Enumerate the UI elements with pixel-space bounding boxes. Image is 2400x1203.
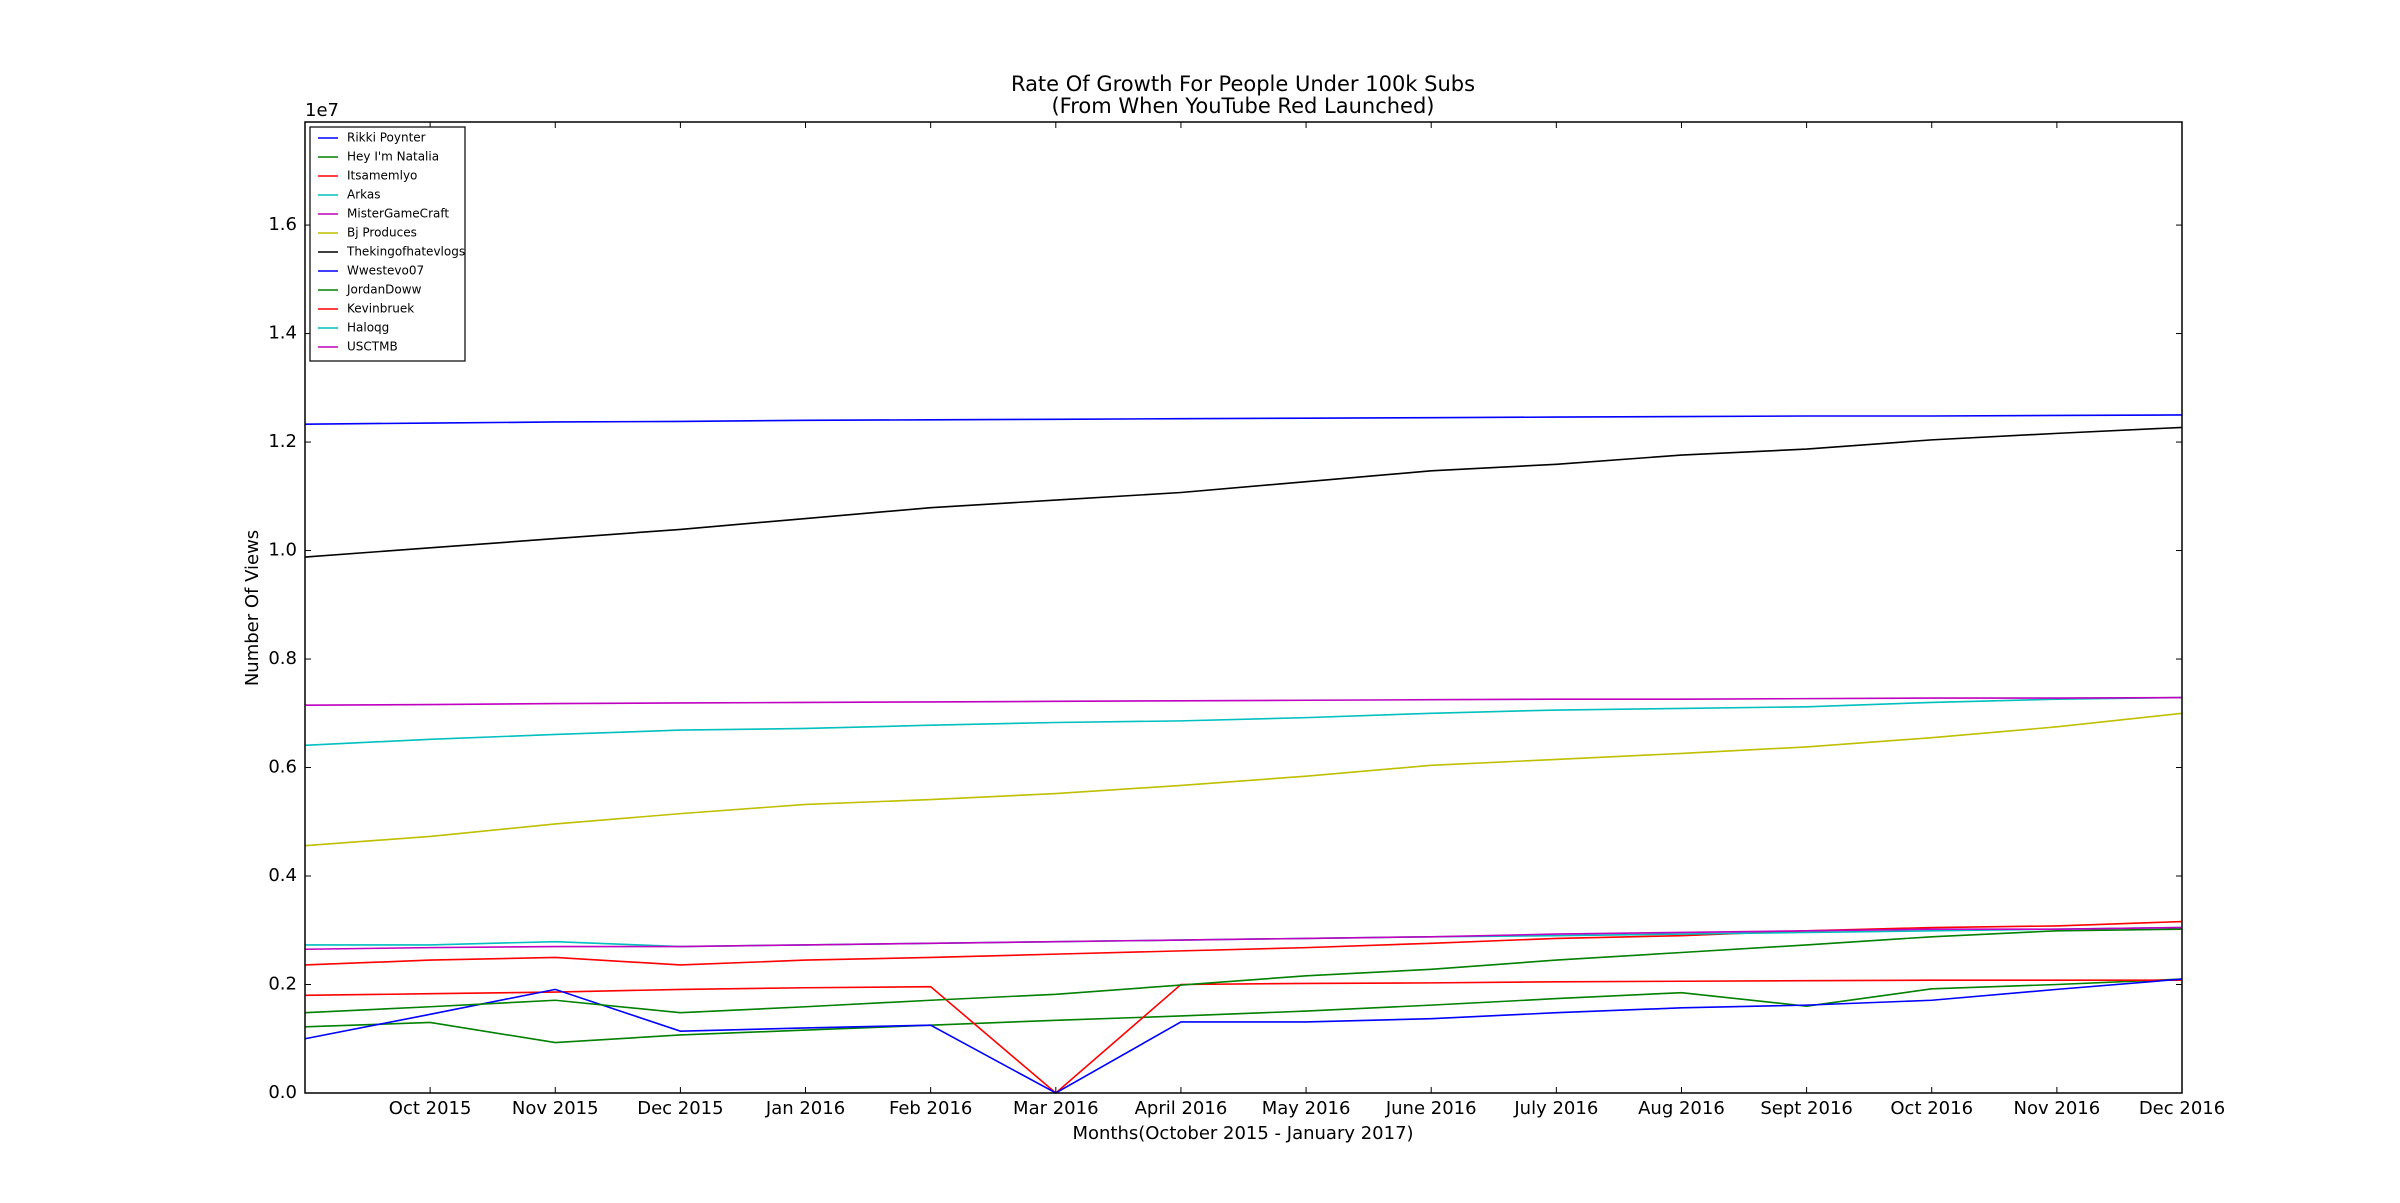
y-tick-label: 1.0 xyxy=(268,540,297,561)
legend-label: USCTMB xyxy=(347,340,398,354)
legend-label: Hey I'm Natalia xyxy=(347,150,439,164)
legend-label: Wwestevo07 xyxy=(347,264,424,278)
series-line xyxy=(304,978,2183,1094)
legend-label: Haloqg xyxy=(347,321,389,335)
x-tick-label: Dec 2015 xyxy=(637,1098,723,1119)
series-line xyxy=(304,696,2183,747)
x-tick-label: Sept 2016 xyxy=(1760,1098,1853,1119)
legend-label: Itsamemlyo xyxy=(347,169,417,183)
x-tick-label: Nov 2016 xyxy=(2014,1098,2101,1119)
y-tick-label: 1.2 xyxy=(268,431,297,452)
y-tick-label: 0.8 xyxy=(268,648,297,669)
x-tick-label: Feb 2016 xyxy=(889,1098,972,1119)
series-line xyxy=(304,414,2183,425)
series-line xyxy=(304,979,2182,1095)
legend-label: MisterGameCraft xyxy=(347,207,449,221)
x-tick-label: Oct 2015 xyxy=(389,1098,472,1119)
y-axis-label: Number Of Views xyxy=(242,530,263,686)
x-tick-label: July 2016 xyxy=(1513,1098,1598,1119)
series-line xyxy=(304,928,2183,1014)
x-tick-label: Jan 2016 xyxy=(765,1098,845,1119)
y-tick-label: 0.2 xyxy=(268,974,297,995)
legend-label: Bj Produces xyxy=(347,226,417,240)
x-tick-label: Nov 2015 xyxy=(512,1098,599,1119)
x-tick-label: April 2016 xyxy=(1135,1098,1228,1119)
y-tick-label: 0.0 xyxy=(268,1082,297,1103)
series-line xyxy=(304,712,2183,847)
x-tick-label: May 2016 xyxy=(1262,1098,1351,1119)
x-tick-label: Oct 2016 xyxy=(1890,1098,1973,1119)
x-tick-label: Dec 2016 xyxy=(2139,1098,2225,1119)
series-line xyxy=(304,426,2183,558)
x-axis-label: Months(October 2015 - January 2017) xyxy=(1072,1123,1413,1144)
series-line xyxy=(304,926,2183,951)
y-tick-label: 0.6 xyxy=(268,757,297,778)
legend-label: Arkas xyxy=(347,188,381,202)
series-line xyxy=(304,696,2183,706)
legend-label: Rikki Poynter xyxy=(347,131,426,145)
y-tick-label: 0.4 xyxy=(268,865,297,886)
y-tick-label: 1.6 xyxy=(268,214,297,235)
x-tick-label: Aug 2016 xyxy=(1638,1098,1725,1119)
x-tick-label: June 2016 xyxy=(1385,1098,1477,1119)
legend-label: Kevinbruek xyxy=(347,302,414,316)
chart-subtitle: (From When YouTube Red Launched) xyxy=(1051,94,1434,118)
legend-label: JordanDoww xyxy=(346,283,422,297)
y-tick-label: 1.4 xyxy=(268,323,297,344)
series-line xyxy=(304,978,2183,1044)
series-line xyxy=(304,920,2183,966)
y-offset-label: 1e7 xyxy=(305,100,339,121)
chart-title: Rate Of Growth For People Under 100k Sub… xyxy=(1011,72,1475,96)
legend-label: Thekingofhatevlogs xyxy=(346,245,465,259)
x-tick-label: Mar 2016 xyxy=(1013,1098,1099,1119)
legend-box xyxy=(309,126,466,362)
plot-frame xyxy=(304,121,2183,1094)
